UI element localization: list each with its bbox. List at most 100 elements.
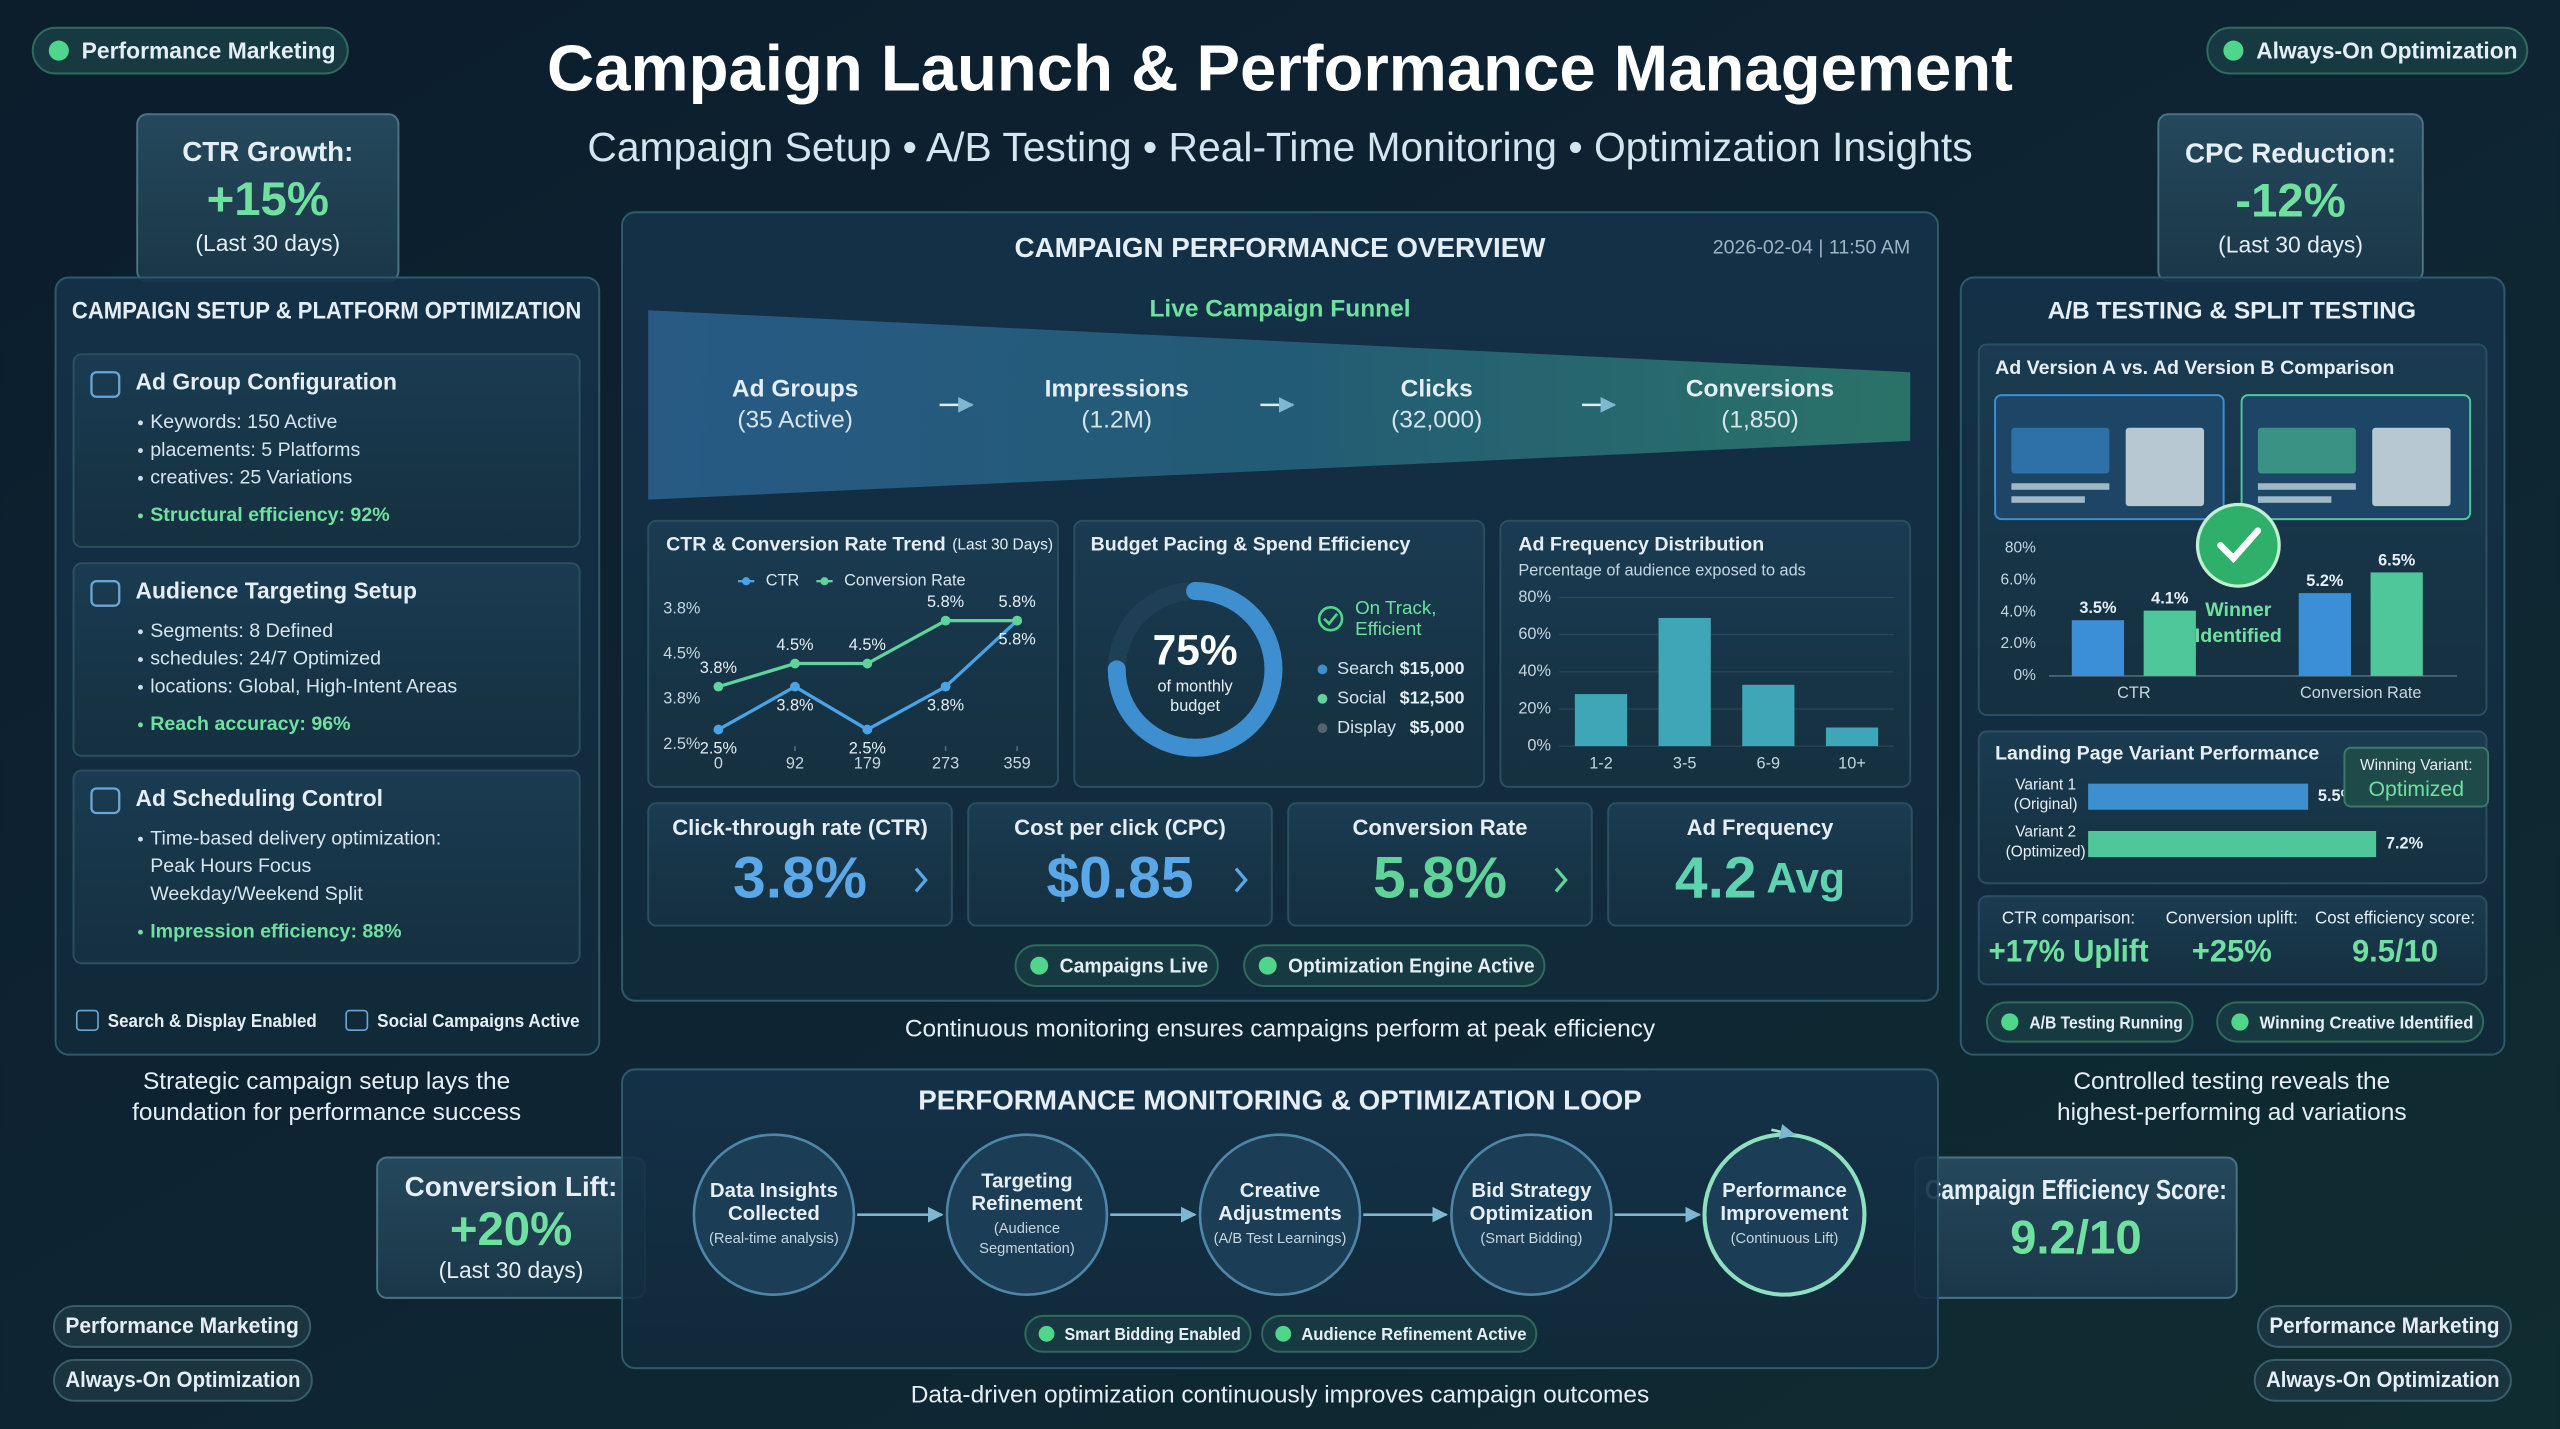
data-label: 4.5% — [776, 636, 813, 654]
bullet — [138, 929, 143, 935]
node-title: Creative — [1240, 1180, 1320, 1202]
bar — [2088, 830, 2377, 858]
y-tick-label: 80% — [1518, 588, 1551, 606]
badge-text: Always-On Optimization — [2266, 1367, 2499, 1392]
footer-icon — [345, 1009, 369, 1031]
funnel-value: (1.2M) — [1081, 407, 1152, 434]
section-highlight: Impression efficiency: 88% — [150, 920, 401, 942]
node-title: Optimization — [1470, 1203, 1593, 1225]
data-point — [790, 681, 800, 692]
variant-label: Variant 2 — [2015, 824, 2076, 841]
x-tick-label: 273 — [932, 754, 959, 772]
section-icon — [90, 371, 121, 398]
metric-card — [1607, 802, 1913, 927]
metric-number: 3.8% — [733, 845, 867, 910]
y-tick-label: 3.8% — [663, 599, 700, 617]
x-tick-label: 92 — [786, 754, 804, 772]
funnel-label: Conversions — [1686, 376, 1834, 403]
winning-variant-box — [2343, 746, 2490, 808]
y-tick-label: 4.5% — [663, 644, 700, 662]
node-title: Bid Strategy — [1471, 1180, 1592, 1202]
metric-label: Conversion Rate — [1353, 815, 1528, 840]
data-label: 4.5% — [849, 636, 886, 654]
legend-dot — [1317, 723, 1328, 734]
status-text: A/B Testing Running — [2029, 1012, 2182, 1032]
loop-node — [1198, 1133, 1362, 1296]
kpi-label: CTR Growth: — [182, 136, 353, 167]
bar — [2088, 783, 2309, 810]
status-dot — [2223, 40, 2244, 61]
section-title: Audience Targeting Setup — [136, 578, 417, 604]
section-item: Time-based delivery optimization: — [150, 827, 441, 849]
corner-badge — [2253, 1358, 2512, 1402]
status-pill — [1985, 1001, 2194, 1043]
legend-dot — [1317, 664, 1328, 675]
bullet — [138, 513, 143, 519]
section-icon — [90, 580, 121, 607]
bar — [2071, 620, 2125, 676]
winner-text: Identified — [2195, 625, 2282, 647]
section-item: creatives: 25 Variations — [150, 467, 352, 489]
kpi-label: Conversion Lift: — [405, 1171, 618, 1202]
y-tick-label: 20% — [1518, 699, 1551, 717]
bar — [2298, 593, 2351, 676]
legend-dot — [820, 577, 829, 586]
node-note: (Smart Bidding) — [1480, 1231, 1582, 1247]
node-note: (A/B Test Learnings) — [1214, 1231, 1347, 1247]
section-item: Peak Hours Focus — [150, 855, 311, 877]
data-label: 3.8% — [927, 697, 964, 715]
ad-text-line — [2011, 483, 2110, 490]
data-point — [1012, 615, 1023, 626]
data-label: 7.2% — [2386, 834, 2424, 852]
data-label: 5.8% — [999, 593, 1036, 611]
chart-subtitle: Percentage of audience exposed to ads — [1518, 562, 1806, 580]
section-item: schedules: 24/7 Optimized — [150, 648, 381, 670]
chart-title: Budget Pacing & Spend Efficiency — [1091, 533, 1411, 555]
status-dot — [1038, 1325, 1055, 1342]
status-text: Performance Marketing — [82, 37, 336, 63]
status-text: Always-On Optimization — [2256, 37, 2517, 63]
caption: Strategic campaign setup lays the — [143, 1068, 510, 1095]
kpi-period: (Last 30 days) — [195, 230, 340, 256]
x-tick-label: 359 — [1004, 754, 1031, 772]
bar — [2370, 572, 2423, 676]
metric-label: Ad Frequency — [1687, 815, 1835, 840]
funnel-value: (35 Active) — [737, 407, 853, 434]
ad-image — [2125, 427, 2205, 507]
gauge-label: of monthly — [1157, 678, 1233, 696]
bar — [2143, 610, 2196, 676]
bullet — [138, 420, 143, 426]
node-note: (Audience — [994, 1221, 1060, 1237]
caption: Data-driven optimization continuously im… — [911, 1381, 1649, 1408]
metric-number: 5.8% — [1373, 845, 1507, 910]
node-note: (Continuous Lift) — [1731, 1231, 1839, 1247]
metric-number: $0.85 — [1046, 845, 1193, 910]
caption: Controlled testing reveals the — [2073, 1068, 2390, 1095]
gauge-label: budget — [1170, 697, 1220, 715]
status-dot — [1275, 1325, 1292, 1342]
status-text: Campaigns Live — [1060, 956, 1209, 978]
loop-return-arrow — [1771, 1124, 1796, 1140]
x-tick-label: 3-5 — [1673, 754, 1697, 772]
loop-node — [945, 1133, 1109, 1296]
footer-icon — [75, 1009, 99, 1031]
kpi-value: 9.2/10 — [2010, 1211, 2142, 1264]
metric-label: Click-through rate (CTR) — [672, 815, 928, 840]
status-dot — [1030, 956, 1049, 975]
funnel-value: (1,850) — [1721, 407, 1799, 434]
chevron — [1234, 867, 1248, 893]
metric-value: 3.8% — [733, 845, 867, 910]
comparison-value: +17% Uplift — [1989, 934, 2149, 969]
comparison-label: Conversion uplift: — [2166, 908, 2298, 928]
funnel-title: Live Campaign Funnel — [1149, 296, 1410, 323]
status-text: Optimization Engine Active — [1288, 956, 1535, 978]
winner-text: Winner — [2205, 599, 2272, 621]
loop-node — [1450, 1133, 1613, 1296]
bullet — [138, 836, 143, 842]
data-point — [713, 724, 724, 735]
kpi-label: CPC Reduction: — [2185, 137, 2396, 168]
status-dot — [2231, 1013, 2249, 1031]
kpi-value: -12% — [2235, 175, 2346, 228]
comparison-box — [1977, 895, 2488, 986]
x-tick-label: Conversion Rate — [2300, 684, 2422, 702]
